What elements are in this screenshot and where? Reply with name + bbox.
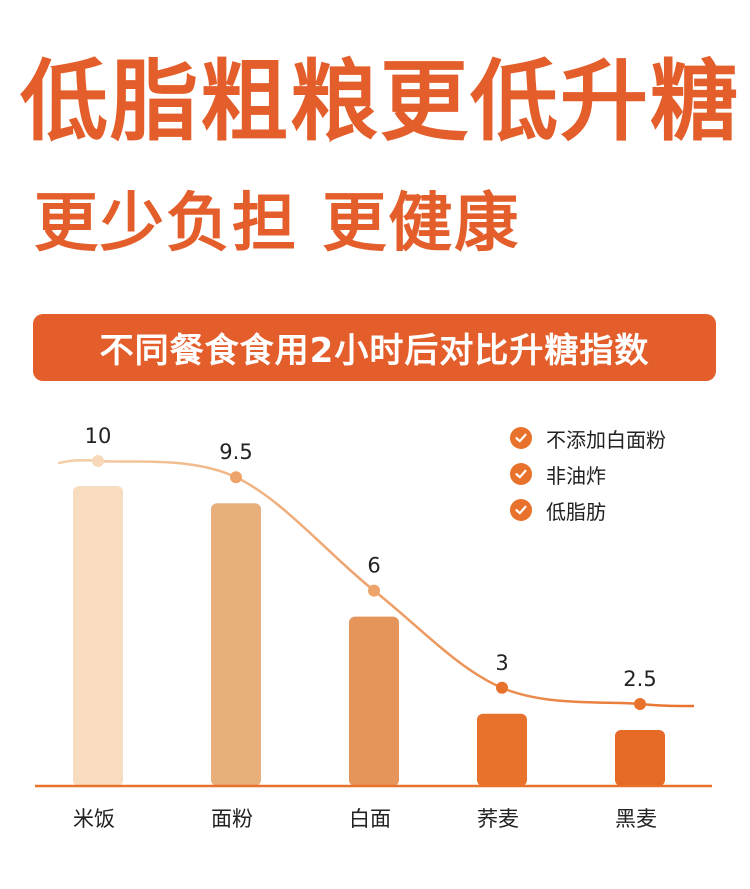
check-circle-icon [510,463,532,485]
category-label-2: 白面 [349,807,391,831]
subheadline: 更少负担 更健康 [34,187,521,261]
legend-item-no-flour: 不添加白面粉 [510,420,666,456]
data-point-2 [368,584,380,597]
check-circle-icon [510,427,532,449]
value-label-1: 9.5 [219,440,252,464]
data-point-3 [496,681,508,694]
value-label-4: 2.5 [623,667,656,691]
bar-1 [211,503,261,786]
legend-label: 不添加白面粉 [546,427,666,452]
bar-2 [349,616,399,786]
value-label-3: 3 [495,651,508,675]
data-point-0 [92,455,104,467]
category-label-3: 荞麦 [477,807,519,831]
value-label-2: 6 [367,554,380,578]
category-label-1: 面粉 [211,807,253,831]
value-label-0: 10 [85,424,112,448]
legend: 不添加白面粉 非油炸 低脂肪 [510,420,666,528]
data-point-4 [634,698,646,710]
chart-banner: 不同餐食食用2小时后对比升糖指数 [33,314,716,381]
category-label-4: 黑麦 [615,807,657,831]
data-point-1 [230,471,242,484]
legend-label: 非油炸 [546,463,606,488]
legend-item-low-fat: 低脂肪 [510,492,666,528]
bar-4 [615,730,665,786]
legend-item-not-fried: 非油炸 [510,456,666,492]
check-circle-icon [510,499,532,521]
legend-label: 低脂肪 [546,499,606,524]
category-label-0: 米饭 [73,807,115,831]
bar-0 [73,486,123,786]
bar-3 [477,713,527,786]
headline: 低脂粗粮更低升糖 [20,50,741,153]
